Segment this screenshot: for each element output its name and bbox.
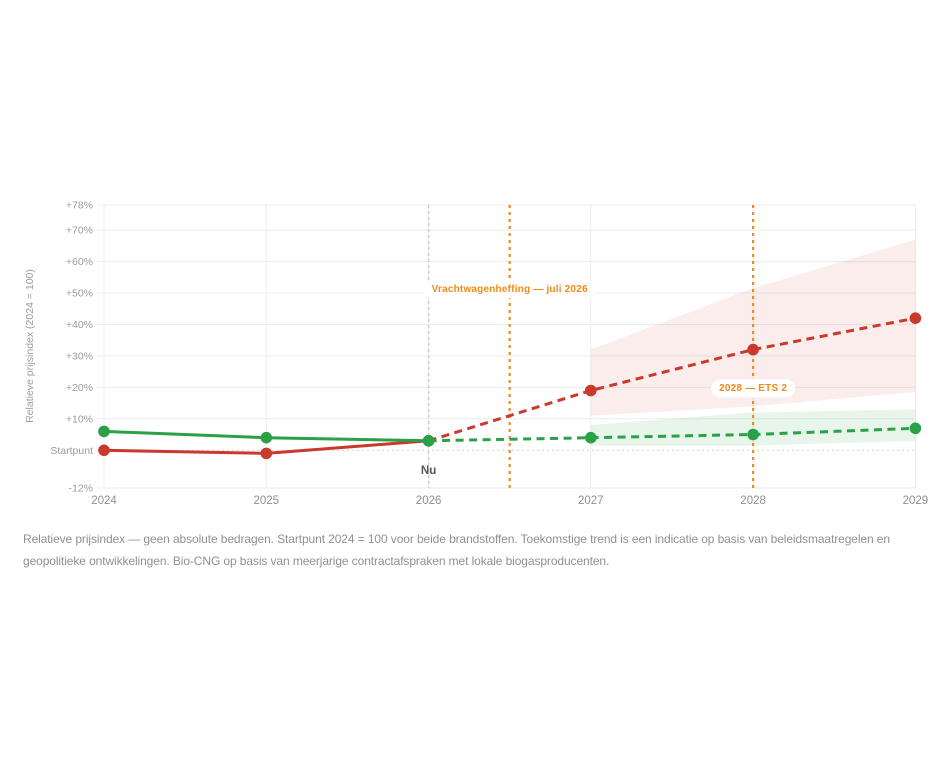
- red-line-dashed-segment: [428, 316, 916, 443]
- y-tick-label: +10%: [66, 413, 93, 425]
- y-tick-label: +60%: [66, 256, 93, 268]
- x-tick-label: 2027: [578, 495, 604, 507]
- chart-caption: Relatieve prijsindex — geen absolute bed…: [23, 529, 933, 572]
- red-line-uncertainty-band: [590, 239, 916, 416]
- x-tick-label: 2028: [740, 495, 766, 507]
- caption-line-2: geopolitieke ontwikkelingen. Bio-CNG op …: [23, 553, 610, 568]
- event-label: Vrachtwagenheffing — juli 2026: [432, 284, 588, 295]
- y-tick-label: +30%: [66, 350, 93, 362]
- x-tick-label: 2024: [91, 495, 117, 507]
- red-line-marker: [585, 384, 597, 397]
- red-line-marker: [260, 447, 273, 460]
- red-line-marker: [747, 343, 759, 356]
- green-line-marker: [909, 422, 922, 435]
- event-label: 2028 — ETS 2: [719, 383, 787, 394]
- now-label: Nu: [421, 465, 436, 477]
- y-tick-label: +78%: [66, 200, 93, 212]
- green-line-marker: [585, 431, 597, 444]
- y-tick-label: +20%: [66, 382, 93, 394]
- y-tick-label: +40%: [66, 319, 93, 331]
- red-line-marker: [98, 444, 110, 457]
- green-line-marker: [98, 425, 110, 438]
- red-line-marker: [909, 312, 922, 325]
- green-line-marker: [422, 435, 435, 447]
- x-tick-label: 2026: [416, 495, 442, 507]
- event-label-pill: [423, 280, 596, 299]
- green-line-dashed-segment: [428, 426, 916, 443]
- caption-line-1: Relatieve prijsindex — geen absolute bed…: [23, 532, 890, 546]
- x-tick-label: 2029: [903, 495, 929, 507]
- event-label-pill: [711, 379, 796, 398]
- y-axis-title: Relatieve prijsindex (2024 = 100): [24, 269, 36, 423]
- y-tick-label: -12%: [68, 483, 93, 495]
- x-tick-label: 2025: [254, 495, 280, 507]
- y-tick-label: +70%: [66, 225, 93, 237]
- y-tick-label: +50%: [66, 288, 93, 300]
- y-tick-label: Startpunt: [50, 445, 93, 457]
- green-line-marker: [747, 428, 759, 441]
- green-line-marker: [260, 431, 273, 444]
